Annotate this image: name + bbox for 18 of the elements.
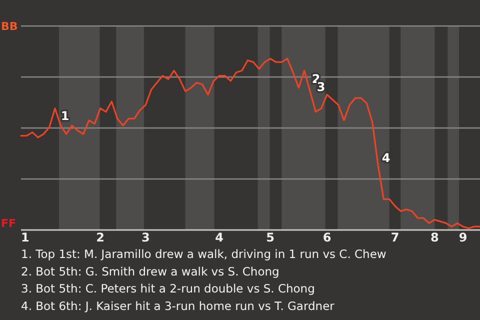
x-tick-label: 8	[430, 230, 439, 245]
text: 2. Bot 5th: G. Smith drew a walk vs S. Chong	[21, 264, 280, 278]
x-tick-label: 4	[215, 230, 224, 245]
annotation: 1	[60, 109, 70, 124]
text: BB	[1, 20, 18, 33]
text: 3. Bot 5th: C. Peters hit a 2-run double vs S. Chong	[21, 282, 315, 296]
x-tick-label: 1	[21, 230, 30, 245]
annotation: 4	[382, 151, 390, 166]
text: 1. Top 1st: M. Jaramillo drew a walk, driving in 1 run vs C. Chew	[21, 247, 386, 261]
x-tick-label: 5	[266, 230, 275, 245]
x-tick-label: 7	[390, 230, 400, 245]
text: 4. Bot 6th: J. Kaiser hit a 3-run home run vs T. Gardner	[21, 298, 335, 313]
x-tick-label: 6	[322, 230, 332, 245]
x-tick-label: 2	[96, 230, 105, 245]
text: FF	[1, 216, 16, 230]
x-tick-label: 9	[458, 230, 468, 245]
x-tick-label: 3	[141, 230, 150, 245]
annotation: 3	[316, 80, 326, 94]
